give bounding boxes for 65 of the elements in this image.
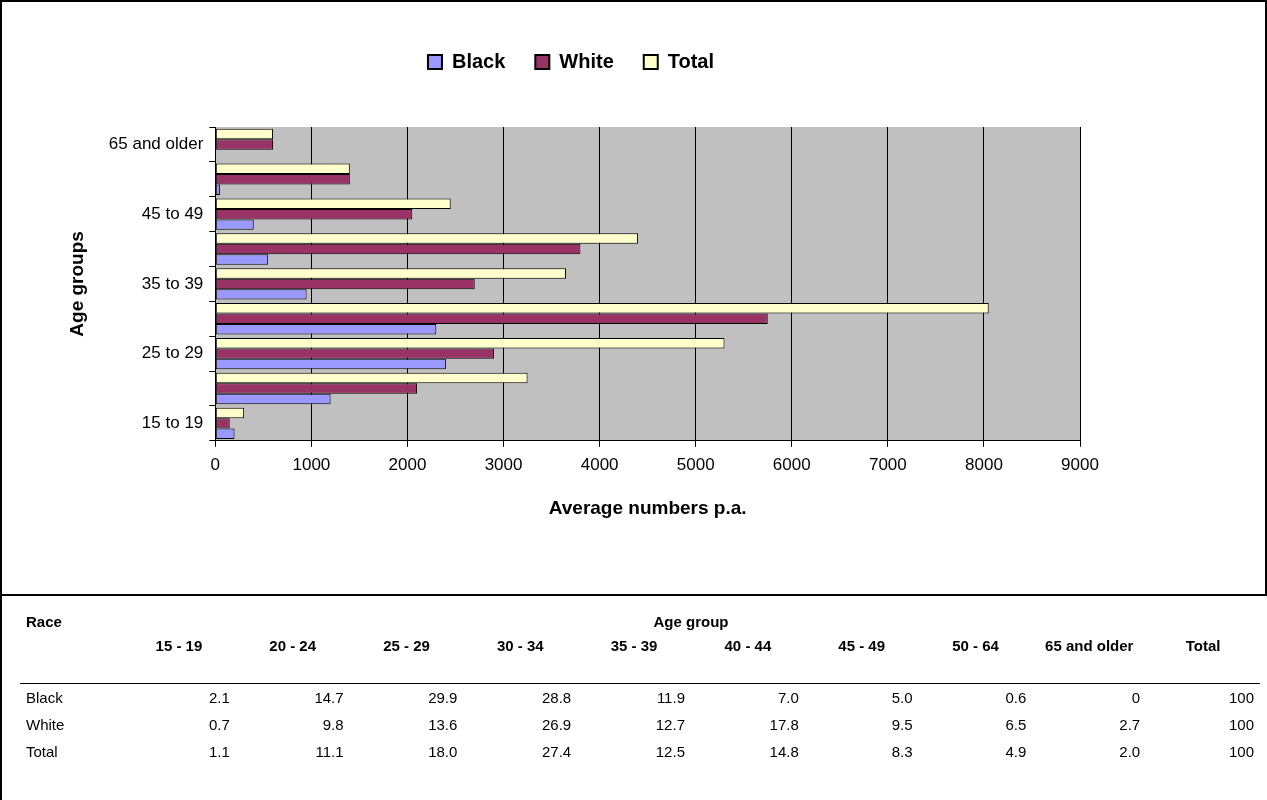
data-label: 8.3 (890, 742, 914, 762)
legend-label: Black (451, 49, 507, 72)
data-label: 9.8 (321, 715, 345, 735)
data-label: 28.8 (541, 688, 573, 708)
x-tick-label: 0 (210, 454, 221, 474)
x-tick-label: 6000 (772, 454, 811, 474)
data-label: 100 (1227, 742, 1255, 762)
data-label: 100 (1227, 715, 1255, 735)
y-tick-label: White (25, 715, 66, 735)
data-label: 9.5 (890, 715, 914, 735)
data-label: 17.8 (768, 715, 800, 735)
data-label: 100 (1227, 688, 1255, 708)
data-label: 13.6 (427, 715, 459, 735)
data-label: 14.8 (768, 742, 800, 762)
x-tick-label: Total (1146, 635, 1260, 684)
x-tick-label: 2000 (388, 454, 427, 474)
x-tick-label: 25 - 29 (349, 635, 464, 684)
x-tick-label: 45 - 49 (804, 635, 919, 684)
data-label: 14.7 (313, 688, 345, 708)
data-label: 12.7 (654, 715, 686, 735)
y-tick-label: 45 to 49 (141, 203, 204, 223)
data-label: 11.1 (314, 742, 345, 762)
y-tick-label: 15 to 19 (141, 413, 204, 433)
data-label: 0.7 (207, 715, 231, 735)
y-axis-title: Age groups (65, 231, 87, 337)
x-axis-title: Average numbers p.a. (548, 496, 747, 518)
y-tick-label: 35 to 39 (141, 273, 204, 293)
x-tick-label: 15 - 19 (122, 635, 236, 684)
legend-label: White (559, 49, 614, 72)
data-label: 29.9 (427, 688, 459, 708)
data-label: 2.1 (207, 688, 231, 708)
data-label: 26.9 (541, 715, 573, 735)
x-tick-label: 8000 (965, 454, 1003, 474)
x-tick-label: 9000 (1061, 454, 1099, 474)
y-tick-label: 25 to 29 (141, 343, 204, 363)
y-tick-label: Black (25, 688, 64, 708)
data-label: 4.9 (1004, 742, 1028, 762)
data-label: 2.0 (1118, 742, 1142, 762)
data-label: 2.7 (1118, 715, 1142, 735)
x-tick-label: 65 and older (1032, 635, 1147, 684)
x-tick-label: 3000 (484, 454, 523, 474)
x-tick-label: 7000 (868, 454, 907, 474)
y-tick-label: 65 and older (108, 134, 204, 154)
x-tick-label: 5000 (676, 454, 715, 474)
data-label: 27.4 (541, 742, 573, 762)
x-tick-label: 40 - 44 (690, 635, 805, 684)
data-label: 5.0 (890, 688, 914, 708)
data-label: 12.5 (654, 742, 686, 762)
data-label: 11.9 (655, 688, 686, 708)
data-label: 18.0 (427, 742, 459, 762)
legend-label: Total (667, 49, 715, 72)
x-tick-label: 1000 (292, 454, 331, 474)
x-tick-label: 35 - 39 (577, 635, 691, 684)
x-axis-title: Age group (652, 612, 730, 632)
y-axis-title: Race (25, 612, 63, 632)
data-label: 0.6 (1004, 688, 1028, 708)
x-tick-label: 30 - 34 (463, 635, 578, 684)
x-tick-label: 20 - 24 (235, 635, 350, 684)
x-tick-label: 4000 (580, 454, 619, 474)
data-label: 6.5 (1004, 715, 1028, 735)
x-tick-label: 50 - 64 (918, 635, 1033, 684)
data-label: 0 (1130, 688, 1142, 708)
y-tick-label: Total (25, 742, 59, 762)
data-label: 7.0 (776, 688, 800, 708)
data-label: 1.1 (207, 742, 231, 762)
